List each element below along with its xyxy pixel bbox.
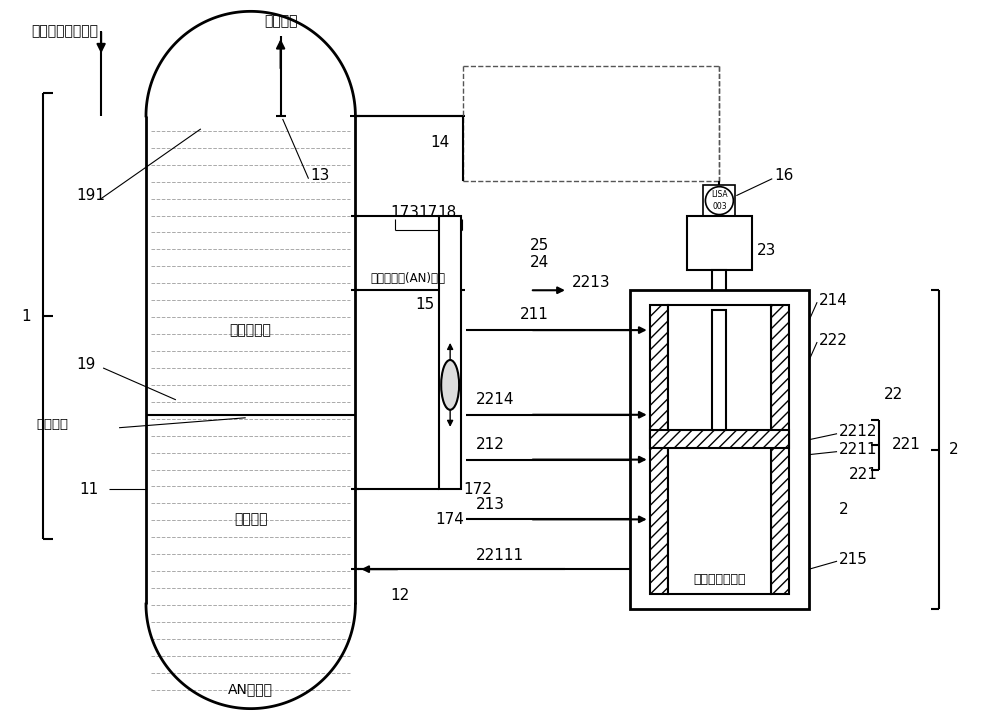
Text: 215: 215 — [839, 552, 868, 567]
Bar — [650, 305, 668, 594]
Bar — [712, 310, 726, 430]
Text: 23: 23 — [757, 243, 777, 258]
Bar — [687, 216, 752, 271]
Text: 2212: 2212 — [839, 424, 878, 439]
Text: 19: 19 — [76, 358, 96, 373]
Text: 22: 22 — [884, 388, 903, 403]
Bar — [703, 185, 735, 216]
Text: 22111: 22111 — [476, 548, 524, 563]
Text: 173: 173 — [390, 205, 419, 220]
Text: 221: 221 — [849, 467, 878, 482]
Text: 上层丙烯腹: 上层丙烯腹 — [230, 323, 272, 337]
Text: 18: 18 — [437, 205, 456, 220]
Text: 2: 2 — [839, 502, 849, 517]
Text: 24: 24 — [530, 255, 549, 270]
Text: 2211: 2211 — [839, 442, 878, 457]
Text: 211: 211 — [520, 307, 549, 322]
Text: 214: 214 — [819, 293, 848, 308]
Text: LISA: LISA — [711, 190, 728, 199]
Text: 2214: 2214 — [476, 392, 515, 407]
Bar — [439, 216, 461, 490]
Text: 下层水相: 下层水相 — [234, 513, 267, 526]
Text: 15: 15 — [415, 297, 434, 312]
Text: 1: 1 — [22, 308, 31, 323]
Bar — [630, 291, 809, 609]
Text: 分流调节平衡器: 分流调节平衡器 — [693, 573, 746, 585]
Text: 25: 25 — [530, 238, 549, 253]
Text: 212: 212 — [476, 437, 505, 452]
Text: 17: 17 — [418, 205, 437, 220]
Text: 213: 213 — [476, 497, 505, 512]
Text: 172: 172 — [463, 482, 492, 497]
Text: AN分层器: AN分层器 — [228, 682, 273, 695]
Text: 2213: 2213 — [572, 275, 610, 290]
Text: 丙烯腹水溶液进料: 丙烯腹水溶液进料 — [31, 24, 98, 39]
Bar — [712, 271, 726, 310]
Circle shape — [705, 186, 733, 214]
Text: 003: 003 — [712, 202, 727, 211]
Ellipse shape — [441, 360, 459, 410]
Text: 气相排出: 气相排出 — [264, 14, 297, 29]
Bar — [771, 305, 789, 594]
Text: 12: 12 — [390, 588, 410, 603]
Text: 16: 16 — [774, 169, 794, 183]
Text: 222: 222 — [819, 333, 848, 348]
Text: 174: 174 — [435, 512, 464, 527]
Text: 13: 13 — [311, 169, 330, 183]
Text: 11: 11 — [79, 482, 98, 497]
Text: 分层界面: 分层界面 — [36, 418, 68, 431]
Bar — [650, 430, 789, 448]
Text: 191: 191 — [76, 188, 105, 203]
Text: 14: 14 — [430, 136, 449, 151]
Text: 2: 2 — [949, 442, 958, 457]
Bar — [668, 305, 771, 594]
Text: 221: 221 — [892, 437, 921, 452]
Text: 上层丙烯腹(AN)溢流: 上层丙烯腹(AN)溢流 — [370, 272, 445, 285]
